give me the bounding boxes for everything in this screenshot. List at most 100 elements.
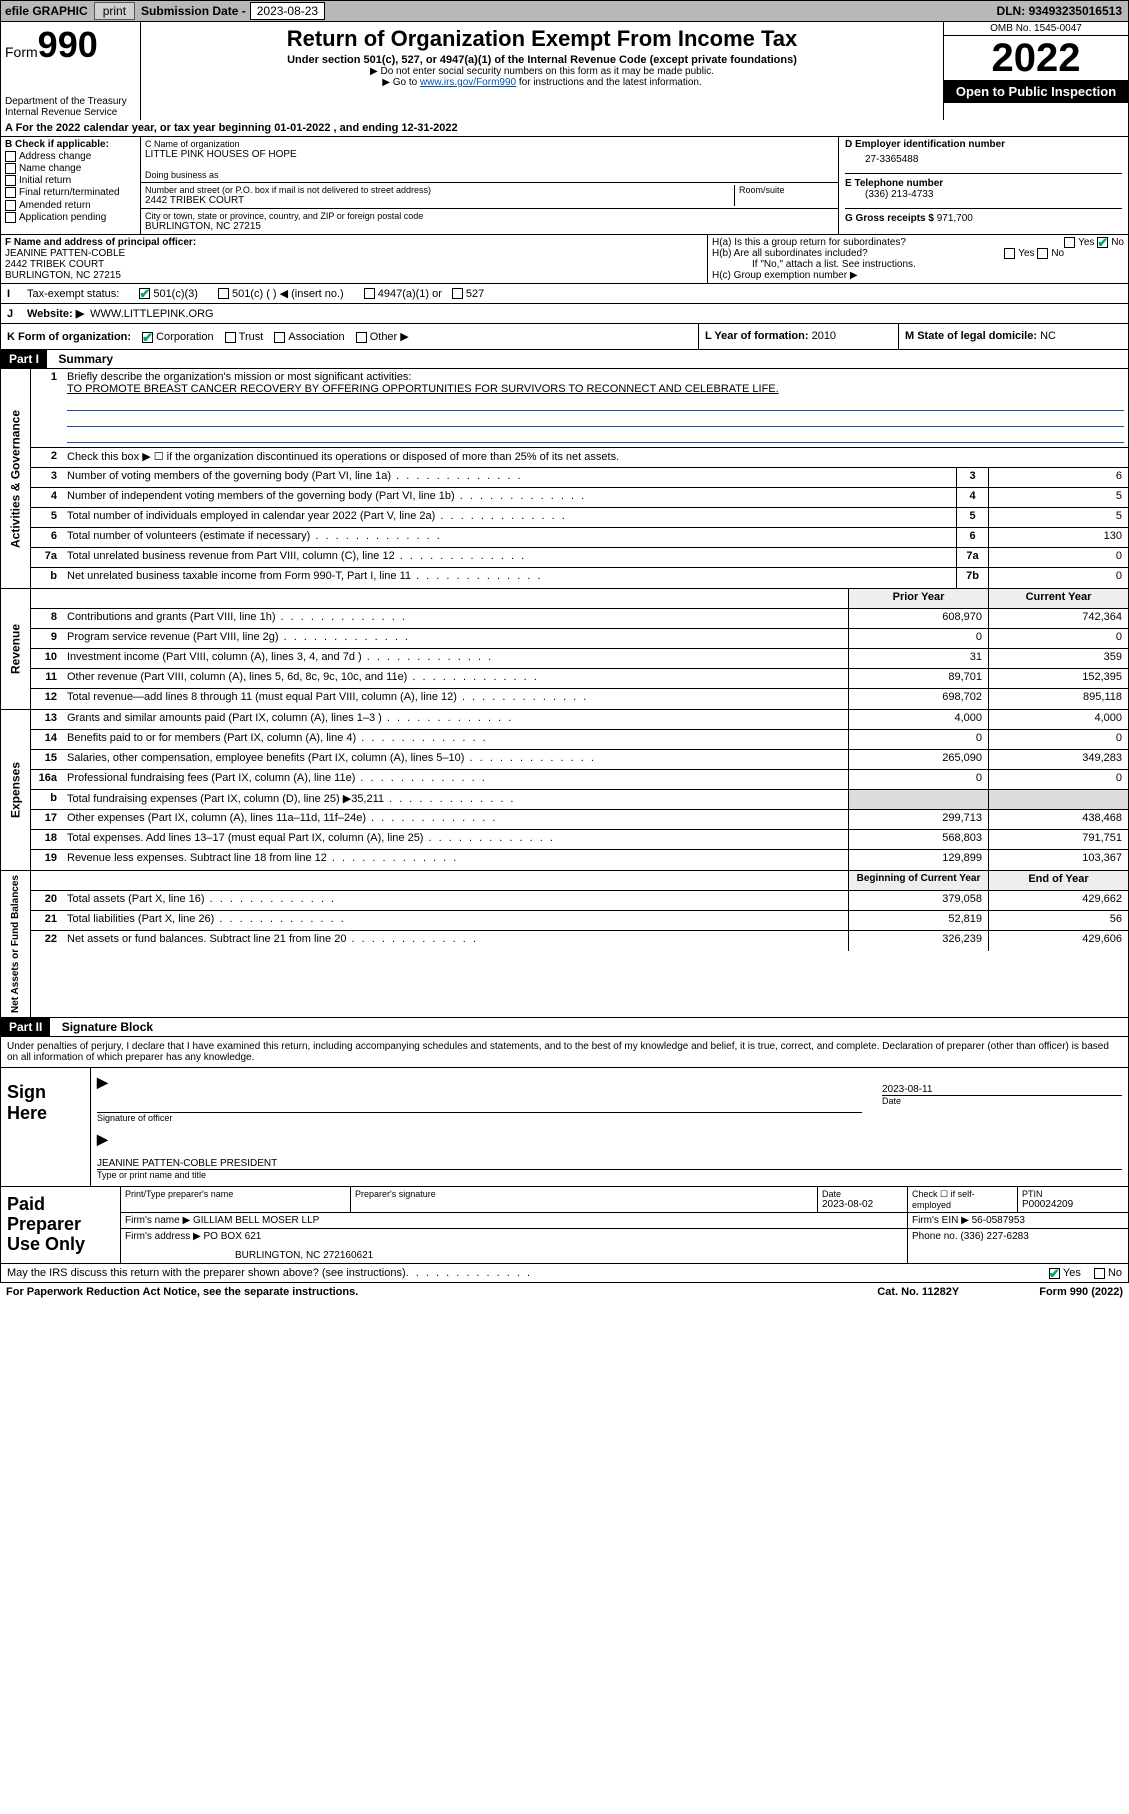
table-row: 16aProfessional fundraising fees (Part I…	[31, 770, 1128, 790]
subtitle-3: ▶ Go to www.irs.gov/Form990 for instruct…	[147, 77, 937, 88]
cat-no: Cat. No. 11282Y	[877, 1286, 959, 1298]
vtab-netassets: Net Assets or Fund Balances	[1, 871, 31, 1017]
summary-governance: Activities & Governance 1 Briefly descri…	[0, 369, 1129, 589]
col-prior-year: Prior Year	[848, 589, 988, 608]
phone-label: E Telephone number	[845, 178, 1122, 189]
gross-receipts-value: 971,700	[937, 213, 973, 224]
form-word: Form	[5, 44, 38, 60]
signature-intro: Under penalties of perjury, I declare th…	[0, 1037, 1129, 1068]
box-b-title: B Check if applicable:	[5, 139, 136, 150]
cb-4947[interactable]	[364, 288, 375, 299]
dln: DLN: 93493235016513	[997, 4, 1128, 18]
cb-application-pending[interactable]: Application pending	[5, 212, 136, 223]
cb-501c[interactable]	[218, 288, 229, 299]
form-number: 990	[38, 24, 98, 65]
discuss-yes[interactable]	[1049, 1268, 1060, 1279]
part1-badge: Part I	[1, 350, 47, 368]
org-name-label: C Name of organization	[145, 139, 834, 149]
form-org-label: K Form of organization:	[7, 331, 131, 343]
officer-sig-caption: Signature of officer	[97, 1113, 862, 1123]
city-label: City or town, state or province, country…	[145, 211, 834, 221]
form-ref: Form 990 (2022)	[1039, 1286, 1123, 1298]
table-row: 4Number of independent voting members of…	[31, 488, 1128, 508]
table-row: 11Other revenue (Part VIII, column (A), …	[31, 669, 1128, 689]
website-label: Website: ▶	[27, 307, 84, 320]
officer-name-line: JEANINE PATTEN-COBLE PRESIDENT	[97, 1148, 1122, 1170]
cb-corp[interactable]	[142, 332, 153, 343]
cb-name-change[interactable]: Name change	[5, 163, 136, 174]
part1-title: Summary	[50, 350, 121, 368]
firm-ein: 56-0587953	[972, 1215, 1025, 1226]
org-name: LITTLE PINK HOUSES OF HOPE	[145, 149, 834, 160]
cb-address-change[interactable]: Address change	[5, 151, 136, 162]
cb-final-return[interactable]: Final return/terminated	[5, 187, 136, 198]
h-c: H(c) Group exemption number ▶	[712, 270, 1124, 281]
omb-number: OMB No. 1545-0047	[944, 22, 1128, 36]
summary-expenses: Expenses 13Grants and similar amounts pa…	[0, 710, 1129, 871]
box-b: B Check if applicable: Address change Na…	[1, 137, 141, 234]
cb-assoc[interactable]	[274, 332, 285, 343]
part2-header: Part II Signature Block	[0, 1018, 1129, 1037]
officer-signature-line[interactable]	[97, 1091, 862, 1113]
open-to-public: Open to Public Inspection	[944, 80, 1128, 103]
table-row: 20Total assets (Part X, line 16)379,0584…	[31, 891, 1128, 911]
table-row: 21Total liabilities (Part X, line 26)52,…	[31, 911, 1128, 931]
addr-label: Number and street (or P.O. box if mail i…	[145, 185, 734, 195]
officer-addr1: 2442 TRIBEK COURT	[5, 259, 703, 270]
street-address: 2442 TRIBEK COURT	[145, 195, 734, 206]
row-klm: K Form of organization: Corporation Trus…	[0, 324, 1129, 350]
table-row: 19Revenue less expenses. Subtract line 1…	[31, 850, 1128, 870]
sig-date: 2023-08-11	[882, 1074, 1122, 1096]
cb-initial-return[interactable]: Initial return	[5, 175, 136, 186]
gross-receipts-label: G Gross receipts $	[845, 213, 934, 224]
print-button[interactable]: print	[94, 2, 135, 20]
prep-sig-label: Preparer's signature	[355, 1189, 813, 1199]
discuss-question: May the IRS discuss this return with the…	[7, 1267, 406, 1279]
table-row: bTotal fundraising expenses (Part IX, co…	[31, 790, 1128, 810]
ein-value: 27-3365488	[865, 154, 1122, 165]
topbar: efile GRAPHIC print Submission Date - 20…	[0, 0, 1129, 22]
vtab-revenue: Revenue	[1, 589, 31, 709]
mission-line	[67, 429, 1124, 443]
officer-addr2: BURLINGTON, NC 27215	[5, 270, 703, 281]
firm-addr1: PO BOX 621	[204, 1231, 262, 1242]
table-row: 12Total revenue—add lines 8 through 11 (…	[31, 689, 1128, 709]
dept-treasury: Department of the Treasury	[5, 96, 136, 107]
header-left: Form990 Department of the Treasury Inter…	[1, 22, 141, 120]
part1-header: Part I Summary	[0, 350, 1129, 369]
dln-label: DLN:	[997, 4, 1026, 18]
mission-text: TO PROMOTE BREAST CANCER RECOVERY BY OFF…	[67, 383, 779, 395]
mission-line	[67, 413, 1124, 427]
sub3-pre: ▶ Go to	[382, 77, 420, 88]
hb-no[interactable]	[1037, 248, 1048, 259]
cb-other[interactable]	[356, 332, 367, 343]
row-i: I Tax-exempt status: 501(c)(3) 501(c) ( …	[0, 284, 1129, 304]
vtab-expenses: Expenses	[1, 710, 31, 870]
cb-527[interactable]	[452, 288, 463, 299]
year-formation-label: L Year of formation:	[705, 330, 809, 342]
discuss-no[interactable]	[1094, 1268, 1105, 1279]
part2-title: Signature Block	[54, 1018, 161, 1036]
col-current-year: Current Year	[988, 589, 1128, 608]
h-note: If "No," attach a list. See instructions…	[752, 259, 1124, 270]
hb-yes[interactable]	[1004, 248, 1015, 259]
cb-501c3[interactable]	[139, 288, 150, 299]
officer-name: JEANINE PATTEN-COBLE	[5, 248, 703, 259]
ha-yes[interactable]	[1064, 237, 1075, 248]
cb-amended-return[interactable]: Amended return	[5, 200, 136, 211]
officer-name-caption: Type or print name and title	[97, 1170, 1122, 1180]
irs-link[interactable]: www.irs.gov/Form990	[420, 77, 516, 88]
city-state-zip: BURLINGTON, NC 27215	[145, 221, 834, 232]
form-title: Return of Organization Exempt From Incom…	[147, 26, 937, 52]
mission-line	[67, 397, 1124, 411]
ha-no[interactable]	[1097, 237, 1108, 248]
cb-trust[interactable]	[225, 332, 236, 343]
table-row: 6Total number of volunteers (estimate if…	[31, 528, 1128, 548]
domicile-value: NC	[1040, 330, 1056, 342]
firm-addr-label: Firm's address ▶	[125, 1231, 201, 1242]
sub3-post: for instructions and the latest informat…	[516, 77, 702, 88]
submission-date-label: Submission Date -	[137, 4, 250, 18]
prep-date-label: Date	[822, 1189, 903, 1199]
box-c: C Name of organization LITTLE PINK HOUSE…	[141, 137, 838, 234]
preparer-title: Paid Preparer Use Only	[1, 1187, 121, 1263]
